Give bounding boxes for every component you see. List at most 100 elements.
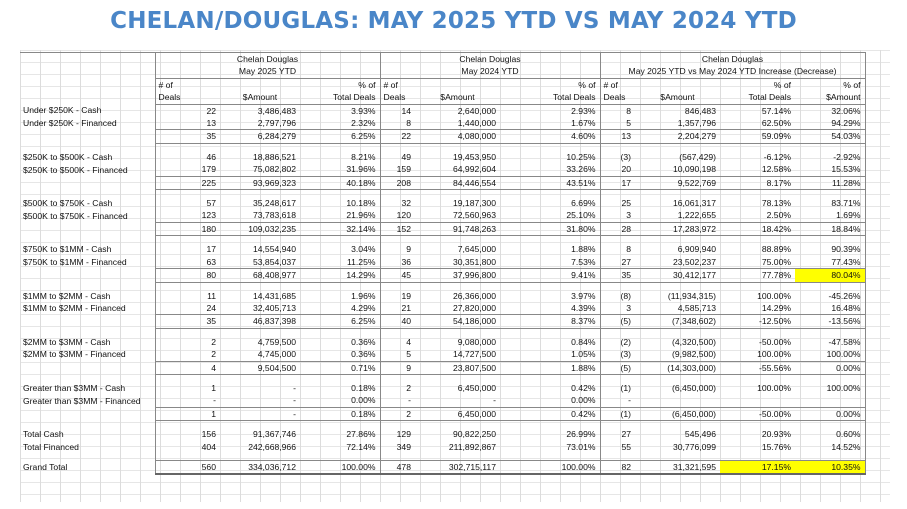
row-label: Greater than $3MM - Cash bbox=[23, 382, 126, 393]
deals-2024-cell: 159 bbox=[379, 163, 415, 177]
deals-change-cell: (5) bbox=[599, 360, 635, 375]
amount-2025-cell: - bbox=[293, 395, 296, 406]
deals-2025-cell: 4 bbox=[154, 360, 220, 375]
pct-deals-change-cell: -6.12% bbox=[763, 151, 791, 162]
table-row: $2MM to $3MM - Cash 2 4,759,500 0.36% 4 9,080… bbox=[20, 335, 866, 349]
amount-change-cell: (14,303,000) bbox=[635, 360, 720, 375]
row-label bbox=[20, 315, 155, 328]
group3-header-line1: Chelan Douglas bbox=[599, 52, 866, 66]
spacer-row bbox=[20, 420, 866, 429]
deals-change-cell: (3) bbox=[599, 348, 635, 362]
deals-2024-cell: 36 bbox=[379, 255, 415, 269]
pct-deals-2024-cell: 0.42% bbox=[500, 406, 601, 422]
amount-change-cell: (11,934,315) bbox=[667, 290, 716, 301]
amount-2025-cell: 3,486,483 bbox=[257, 105, 296, 116]
row-label: $500K to $750K - Cash bbox=[23, 198, 113, 209]
amount-2024-cell: 2,640,000 bbox=[457, 105, 496, 116]
deals-change-cell: 25 bbox=[599, 197, 635, 210]
pct-deals-2024-cell: 8.37% bbox=[500, 314, 601, 329]
deals-2025-cell: 11 bbox=[154, 289, 220, 302]
pct-amount-change-cell: 1.69% bbox=[795, 209, 866, 223]
deals-header: Deals bbox=[599, 91, 635, 105]
pct-deals-2024-cell: 0.42% bbox=[500, 381, 601, 395]
deals-header-top: # of bbox=[154, 78, 220, 92]
pct-amount-change-cell: 11.28% bbox=[795, 175, 866, 191]
amount-2024-cell: 19,453,950 bbox=[452, 151, 496, 162]
pct-deals-2025-cell: 3.04% bbox=[300, 243, 381, 256]
row-label: Greater than $3MM - Financed bbox=[23, 395, 141, 406]
pct-deals-2024-cell: 7.53% bbox=[500, 255, 601, 269]
pct-deals-change-cell: 100.00% bbox=[757, 349, 791, 360]
subtotal-row: 1-0.18% 2 6,450,000 0.42% (1) (6,450,000) -50.… bbox=[20, 406, 866, 422]
amount-change-cell: 9,522,769 bbox=[635, 175, 720, 191]
amount-change-cell: 23,502,237 bbox=[672, 256, 716, 267]
deals-header-top: # of bbox=[599, 78, 635, 92]
amount-change-cell: 1,222,655 bbox=[677, 210, 716, 221]
row-label: Total Financed bbox=[23, 441, 79, 452]
pct-header-top: % of bbox=[773, 79, 791, 90]
row-label bbox=[20, 269, 155, 282]
deals-2024-cell: 4 bbox=[379, 335, 415, 349]
row-label: $1MM to $2MM - Cash bbox=[23, 290, 111, 301]
deals-change-cell: 28 bbox=[599, 221, 635, 237]
deals-2025-cell: 63 bbox=[154, 255, 220, 269]
row-label bbox=[20, 176, 155, 189]
subtotal-row: 35 6,284,279 6.25% 22 4,080,000 4.60% 13 2,204,… bbox=[20, 129, 866, 144]
deals-change-cell: (1) bbox=[599, 406, 635, 422]
amount-2025-cell: 334,036,712 bbox=[220, 459, 300, 476]
deals-change-cell: (5) bbox=[599, 314, 635, 329]
pct-deals-2025-cell: 11.25% bbox=[300, 255, 381, 269]
row-label bbox=[20, 130, 155, 143]
deals-2025-cell: 404 bbox=[154, 440, 220, 453]
subtotal-row: 80 68,408,977 14.29% 45 37,996,800 9.41% 35 30,… bbox=[20, 268, 866, 283]
pct-amount-change-cell: 83.71% bbox=[795, 197, 866, 210]
table-row: Under $250K - Cash 22 3,486,483 3.93% 14 2,64… bbox=[20, 104, 866, 118]
pct-deals-2025-cell: 0.18% bbox=[300, 406, 381, 422]
deals-2024-cell: 2 bbox=[379, 406, 415, 422]
deals-2024-cell: 49 bbox=[379, 150, 415, 164]
amount-change-cell: 2,204,279 bbox=[635, 129, 720, 144]
pct-amount-change-cell: 14.52% bbox=[795, 440, 866, 453]
pct-deals-2024-cell: 9.41% bbox=[500, 268, 601, 283]
table-row: $500K to $750K - Financed 123 73,783,618 21… bbox=[20, 209, 866, 223]
pct-deals-2024-cell: 6.69% bbox=[500, 197, 601, 210]
pct-amount-change-cell: 100.00% bbox=[795, 348, 866, 362]
deals-2024-cell: 349 bbox=[379, 440, 415, 453]
subtotal-row: 180 109,032,235 32.14% 152 91,748,263 31.80% 2… bbox=[20, 221, 866, 237]
header-row-group-line2: May 2025 YTD May 2024 YTD May 2025 YTD v… bbox=[20, 65, 866, 79]
table-row: $1MM to $2MM - Financed 24 32,405,713 4.29%… bbox=[20, 301, 866, 315]
deals-2025-cell: 17 bbox=[154, 243, 220, 256]
amount-2024-cell: 302,715,117 bbox=[415, 459, 500, 476]
amount-2024-cell: - bbox=[493, 395, 496, 406]
pct-deals-2025-cell: 32.14% bbox=[300, 221, 381, 237]
table-row: $500K to $750K - Cash 57 35,248,617 10.18% 3… bbox=[20, 197, 866, 210]
amount-change-cell: 30,412,177 bbox=[635, 268, 720, 283]
spacer-row bbox=[20, 374, 866, 382]
amount-change-cell bbox=[635, 394, 720, 407]
report-title: CHELAN/DOUGLAS: MAY 2025 YTD VS MAY 2024… bbox=[110, 8, 797, 34]
row-label bbox=[20, 222, 155, 235]
pct-deals-2025-cell: 0.36% bbox=[300, 348, 381, 362]
deals-change-cell: 13 bbox=[599, 129, 635, 144]
amount-change-cell: 30,776,099 bbox=[672, 441, 716, 452]
deals-2025-cell: 2 bbox=[154, 335, 220, 349]
comparison-table: Chelan Douglas Chelan Douglas Chelan Dou… bbox=[20, 52, 866, 476]
amount-2025-cell: 242,668,966 bbox=[248, 441, 296, 452]
row-label: Under $250K - Cash bbox=[23, 105, 102, 116]
pct-deals-2024-cell: 1.67% bbox=[500, 117, 601, 130]
deals-header: Deals bbox=[154, 91, 220, 105]
pct-deals-change-cell: -55.56% bbox=[720, 360, 795, 375]
pct-deals-change-cell: 14.29% bbox=[761, 302, 791, 313]
group2-header-line1: Chelan Douglas bbox=[379, 52, 601, 66]
pct-deals-change-cell: 8.17% bbox=[720, 175, 795, 191]
amount-2024-cell: 1,440,000 bbox=[457, 118, 496, 129]
deals-2024-cell: 40 bbox=[379, 314, 415, 329]
pct-deals-2024-cell: 33.26% bbox=[500, 163, 601, 177]
deals-change-cell: 27 bbox=[599, 255, 635, 269]
pct-deals-change-cell: 88.89% bbox=[761, 244, 791, 255]
table-row: Total Financed 404 242,668,966 72.14% 349 211… bbox=[20, 440, 866, 453]
amount-2025-cell: 4,745,000 bbox=[257, 349, 296, 360]
deals-change-cell: 20 bbox=[599, 163, 635, 177]
deals-2024-cell: 2 bbox=[379, 381, 415, 395]
row-label: $750K to $1MM - Cash bbox=[23, 244, 112, 255]
